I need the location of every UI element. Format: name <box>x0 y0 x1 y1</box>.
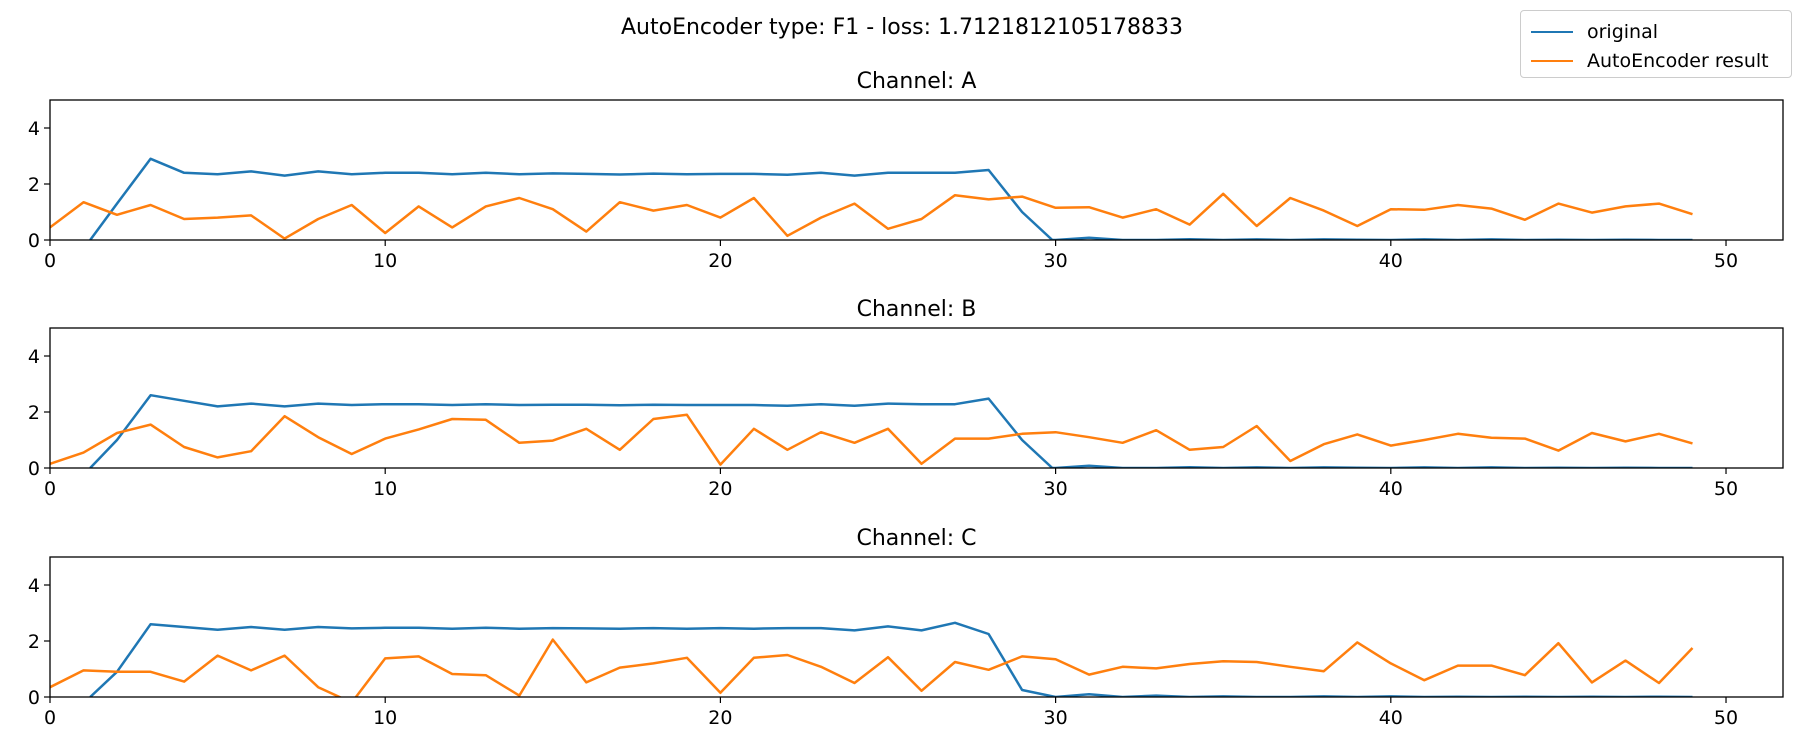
x-tick-label: 0 <box>44 707 56 729</box>
x-tick-label: 40 <box>1379 478 1403 500</box>
legend-label-original: original <box>1587 21 1659 43</box>
y-tick-label: 2 <box>28 631 40 653</box>
legend-swatch-original <box>1531 31 1573 33</box>
x-tick-label: 40 <box>1379 707 1403 729</box>
plot-frame <box>49 556 1784 698</box>
legend: original AutoEncoder result <box>1520 10 1792 78</box>
x-tick-label: 0 <box>44 250 56 272</box>
panel-0: Channel: A 0 10 20 30 40 50 0 2 4 <box>28 69 1784 272</box>
y-tick-label: 4 <box>28 575 40 597</box>
panel-title: Channel: C <box>856 526 976 551</box>
y-tick-label: 0 <box>28 230 40 252</box>
y-tick-label: 2 <box>28 402 40 424</box>
series-line-autoencoder-result <box>50 192 1693 240</box>
x-tick-label: 10 <box>373 707 397 729</box>
x-tick-label: 30 <box>1044 250 1068 272</box>
legend-swatch-autoencoder <box>1531 60 1573 62</box>
legend-item-autoencoder: AutoEncoder result <box>1531 48 1769 74</box>
panel-2: Channel: C 0 10 20 30 40 50 0 2 4 <box>28 526 1784 729</box>
chart-title: AutoEncoder type: F1 - loss: 1.712181210… <box>621 15 1183 40</box>
y-tick-label: 0 <box>28 458 40 480</box>
y-tick-label: 2 <box>28 174 40 196</box>
y-tick-label: 4 <box>28 118 40 140</box>
plot-frame <box>49 99 1784 241</box>
series-line-autoencoder-result <box>50 638 1694 697</box>
x-tick-label: 40 <box>1379 250 1403 272</box>
series-line-autoencoder-result <box>50 413 1693 466</box>
x-tick-label: 20 <box>708 478 732 500</box>
panel-title: Channel: A <box>857 69 977 94</box>
x-tick-label: 20 <box>708 250 732 272</box>
x-tick-label: 50 <box>1714 250 1738 272</box>
x-tick-label: 30 <box>1044 707 1068 729</box>
series-line-original <box>89 621 1693 697</box>
plot-frame <box>49 327 1784 469</box>
panel-title: Channel: B <box>857 297 977 322</box>
panel-1: Channel: B 0 10 20 30 40 50 0 2 4 <box>28 297 1784 500</box>
x-tick-label: 10 <box>373 250 397 272</box>
y-tick-label: 4 <box>28 346 40 368</box>
x-tick-label: 0 <box>44 478 56 500</box>
x-tick-label: 10 <box>373 478 397 500</box>
x-tick-label: 20 <box>708 707 732 729</box>
y-tick-label: 0 <box>28 687 40 709</box>
legend-label-autoencoder: AutoEncoder result <box>1587 50 1769 72</box>
legend-item-original: original <box>1531 19 1658 45</box>
x-tick-label: 30 <box>1044 478 1068 500</box>
x-tick-label: 50 <box>1714 707 1738 729</box>
x-tick-label: 50 <box>1714 478 1738 500</box>
